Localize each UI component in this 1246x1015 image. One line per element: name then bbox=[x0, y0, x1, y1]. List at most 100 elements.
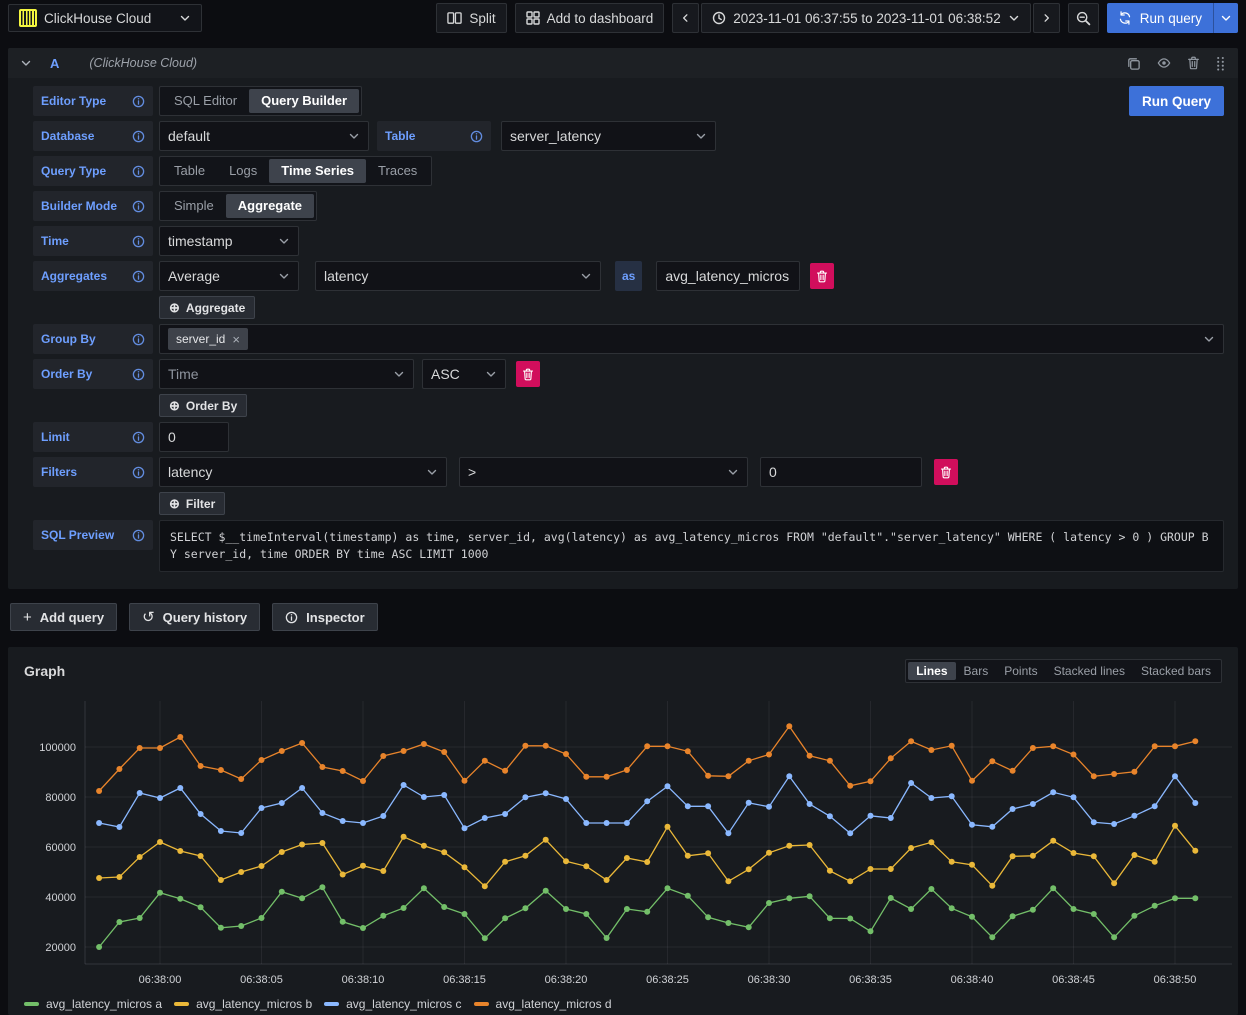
add-filter-button[interactable]: ⊕ Filter bbox=[159, 492, 226, 515]
option-aggregate[interactable]: Aggregate bbox=[225, 194, 315, 218]
datasource-picker[interactable]: ClickHouse Cloud bbox=[8, 4, 202, 32]
zoom-out-icon bbox=[1076, 11, 1091, 26]
aggregates-row: Aggregates Average latency as avg_latenc… bbox=[33, 261, 1224, 291]
remove-order-by-button[interactable] bbox=[516, 361, 540, 387]
legend-item[interactable]: avg_latency_micros b bbox=[174, 997, 312, 1011]
run-query-label: Run query bbox=[1139, 10, 1202, 26]
svg-text:06:38:40: 06:38:40 bbox=[951, 974, 994, 986]
svg-text:06:38:20: 06:38:20 bbox=[545, 974, 588, 986]
run-query-button[interactable]: Run Query bbox=[1129, 86, 1224, 116]
limit-input[interactable]: 0 bbox=[159, 422, 229, 452]
field-label-filters: Filters bbox=[33, 457, 153, 487]
info-icon bbox=[132, 95, 145, 108]
option-points[interactable]: Points bbox=[1004, 664, 1038, 678]
query-header: A (ClickHouse Cloud) bbox=[8, 48, 1238, 78]
option-logs[interactable]: Logs bbox=[229, 163, 258, 178]
time-column-select[interactable]: timestamp bbox=[159, 226, 299, 256]
option-lines[interactable]: Lines bbox=[908, 662, 956, 680]
option-sql-editor[interactable]: SQL Editor bbox=[174, 93, 238, 108]
filter-operator-select[interactable]: > bbox=[459, 457, 748, 487]
toggle-visibility-icon[interactable] bbox=[1156, 56, 1172, 71]
aggregate-column-select[interactable]: latency bbox=[315, 261, 601, 291]
add-aggregate-row: ⊕ Aggregate bbox=[33, 296, 1224, 319]
option-stacked-lines[interactable]: Stacked lines bbox=[1053, 664, 1125, 678]
zoom-out-button[interactable] bbox=[1067, 3, 1099, 33]
order-by-direction-value: ASC bbox=[431, 366, 460, 382]
inspector-button[interactable]: Inspector bbox=[272, 603, 378, 631]
filters-label: Filters bbox=[41, 465, 78, 479]
drag-handle-icon[interactable] bbox=[1215, 56, 1226, 71]
add-order-by-row: ⊕ Order By bbox=[33, 394, 1224, 417]
aggregate-alias-input[interactable]: avg_latency_micros bbox=[656, 261, 801, 291]
add-order-by-button[interactable]: ⊕ Order By bbox=[159, 394, 248, 417]
option-table[interactable]: Table bbox=[174, 163, 206, 178]
split-button[interactable]: Split bbox=[436, 3, 507, 33]
field-label-query-type: Query Type bbox=[33, 156, 153, 186]
series-avg-latency-micros-d bbox=[96, 723, 1199, 794]
order-by-field-select[interactable]: Time bbox=[159, 359, 414, 389]
order-by-row: Order By Time ASC bbox=[33, 359, 1224, 389]
chevron-down-icon bbox=[695, 130, 707, 142]
legend-item[interactable]: avg_latency_micros d bbox=[473, 997, 612, 1011]
info-icon bbox=[132, 368, 145, 381]
legend-label: avg_latency_micros b bbox=[196, 997, 313, 1011]
time-forward-button[interactable] bbox=[1032, 3, 1060, 33]
option-bars[interactable]: Bars bbox=[963, 664, 989, 678]
time-column-value: timestamp bbox=[168, 233, 233, 249]
info-icon bbox=[132, 165, 145, 178]
run-query-split-button[interactable]: Run query bbox=[1106, 3, 1238, 33]
refresh-icon bbox=[1118, 11, 1132, 25]
time-range-picker[interactable]: 2023-11-01 06:37:55 to 2023-11-01 06:38:… bbox=[701, 3, 1031, 33]
table-select[interactable]: server_latency bbox=[501, 121, 716, 151]
filter-value-input[interactable]: 0 bbox=[760, 457, 922, 487]
time-back-button[interactable] bbox=[672, 3, 700, 33]
collapse-chevron-icon[interactable] bbox=[20, 57, 32, 69]
limit-label: Limit bbox=[41, 430, 70, 444]
legend-swatch-icon bbox=[324, 1002, 340, 1006]
legend-item[interactable]: avg_latency_micros c bbox=[324, 997, 462, 1011]
aggregate-function-select[interactable]: Average bbox=[159, 261, 299, 291]
option-traces[interactable]: Traces bbox=[378, 163, 418, 178]
add-order-by-label: Order By bbox=[185, 398, 238, 413]
query-history-button[interactable]: ↺ Query history bbox=[129, 603, 261, 631]
query-history-label: Query history bbox=[162, 609, 248, 625]
query-type-toggle: Table Logs Time Series Traces bbox=[159, 156, 433, 186]
option-query-builder[interactable]: Query Builder bbox=[249, 89, 360, 113]
graph-title: Graph bbox=[24, 663, 66, 679]
legend-item[interactable]: avg_latency_micros a bbox=[24, 997, 162, 1011]
field-label-builder-mode: Builder Mode bbox=[33, 191, 153, 221]
field-label-database: Database bbox=[33, 121, 153, 151]
svg-text:80000: 80000 bbox=[45, 792, 76, 804]
query-type-row: Query Type Table Logs Time Series Traces bbox=[33, 156, 1224, 186]
add-query-button[interactable]: + Add query bbox=[10, 603, 118, 631]
field-label-sql-preview: SQL Preview bbox=[33, 520, 153, 550]
run-query-dropdown[interactable] bbox=[1213, 3, 1238, 33]
group-by-multiselect[interactable]: server_id × bbox=[159, 324, 1224, 354]
info-icon bbox=[132, 333, 145, 346]
option-simple[interactable]: Simple bbox=[174, 198, 214, 213]
delete-query-icon[interactable] bbox=[1187, 56, 1200, 71]
duplicate-query-icon[interactable] bbox=[1126, 56, 1141, 71]
group-by-tag[interactable]: server_id × bbox=[168, 328, 248, 350]
svg-text:06:38:15: 06:38:15 bbox=[443, 974, 486, 986]
series-avg-latency-micros-b bbox=[96, 822, 1199, 890]
order-by-direction-select[interactable]: ASC bbox=[422, 359, 506, 389]
close-icon[interactable]: × bbox=[232, 331, 240, 347]
option-time-series[interactable]: Time Series bbox=[269, 159, 367, 183]
filter-column-select[interactable]: latency bbox=[159, 457, 447, 487]
database-select[interactable]: default bbox=[159, 121, 369, 151]
chevron-down-icon bbox=[278, 270, 290, 282]
add-to-dashboard-button[interactable]: Add to dashboard bbox=[514, 3, 665, 33]
group-by-tags: server_id × bbox=[168, 328, 248, 350]
filters-row: Filters latency > 0 bbox=[33, 457, 1224, 487]
add-filter-row: ⊕ Filter bbox=[33, 492, 1224, 515]
legend-label: avg_latency_micros c bbox=[346, 997, 462, 1011]
add-aggregate-button[interactable]: ⊕ Aggregate bbox=[159, 296, 256, 319]
field-label-group-by: Group By bbox=[33, 324, 153, 354]
field-label-aggregates: Aggregates bbox=[33, 261, 153, 291]
remove-filter-button[interactable] bbox=[934, 459, 958, 485]
remove-aggregate-button[interactable] bbox=[810, 263, 835, 289]
option-stacked-bars[interactable]: Stacked bars bbox=[1140, 664, 1211, 678]
split-icon bbox=[447, 11, 463, 25]
